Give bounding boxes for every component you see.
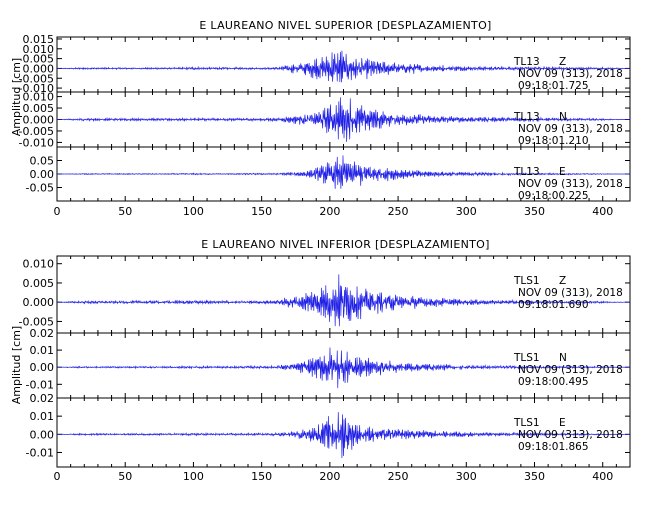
x-tick-label: 250 bbox=[388, 205, 409, 218]
x-tick-label: 300 bbox=[456, 205, 477, 218]
trace-TLS1-E bbox=[57, 412, 630, 459]
y-tick-label: 0.000 bbox=[23, 296, 55, 309]
x-tick-label: 400 bbox=[592, 205, 613, 218]
trace-TL13-N bbox=[57, 97, 631, 142]
y-tick-label: 0.02 bbox=[30, 392, 55, 405]
y-tick-label: 0.00 bbox=[30, 361, 55, 374]
x-tick-label: 400 bbox=[592, 470, 613, 483]
y-tick-label: 0.02 bbox=[30, 327, 55, 340]
x-tick-label: 350 bbox=[524, 205, 545, 218]
component-label: Z bbox=[559, 275, 566, 287]
x-tick-label: 50 bbox=[118, 205, 132, 218]
y-tick-label: 0.005 bbox=[23, 53, 55, 66]
station-label: TL13 bbox=[513, 166, 540, 178]
trace-TL13-E bbox=[57, 155, 630, 189]
trace-TLS1-Z bbox=[56, 274, 631, 327]
x-tick-label: 250 bbox=[388, 470, 409, 483]
y-tick-label: 0.01 bbox=[30, 410, 55, 423]
time-label: 09:18:01.865 bbox=[518, 441, 589, 453]
y-tick-label: -0.005 bbox=[19, 315, 54, 328]
date-label: NOV 09 (313), 2018 bbox=[518, 68, 623, 80]
x-tick-label: 100 bbox=[183, 205, 204, 218]
date-label: NOV 09 (313), 2018 bbox=[518, 123, 623, 135]
y-tick-label: -0.005 bbox=[19, 72, 54, 85]
figure-title: E LAUREANO NIVEL SUPERIOR [DESPLAZAMIENT… bbox=[199, 19, 491, 32]
time-label: 09:18:00.495 bbox=[518, 376, 589, 388]
x-tick-label: 300 bbox=[456, 470, 477, 483]
station-label: TLS1 bbox=[513, 275, 540, 287]
station-label: TLS1 bbox=[513, 417, 540, 429]
component-label: N bbox=[559, 111, 567, 123]
date-label: NOV 09 (313), 2018 bbox=[518, 429, 623, 441]
y-tick-label: 0.010 bbox=[23, 258, 55, 271]
figure-title: E LAUREANO NIVEL INFERIOR [DESPLAZAMIENT… bbox=[201, 238, 489, 251]
time-label: 09:18:01.690 bbox=[518, 299, 589, 311]
y-tick-label: 0.00 bbox=[30, 168, 55, 181]
y-tick-label: 0.05 bbox=[30, 155, 55, 168]
y-tick-label: 0.000 bbox=[23, 114, 55, 127]
x-tick-label: 200 bbox=[319, 470, 340, 483]
trace-TLS1-N bbox=[56, 347, 631, 389]
y-tick-label: 0.00 bbox=[30, 428, 55, 441]
x-tick-label: 0 bbox=[54, 205, 61, 218]
x-tick-label: 50 bbox=[118, 470, 132, 483]
x-tick-label: 150 bbox=[251, 470, 272, 483]
date-label: NOV 09 (313), 2018 bbox=[518, 178, 623, 190]
y-tick-label: 0.005 bbox=[23, 277, 55, 290]
y-tick-label: -0.01 bbox=[26, 446, 54, 459]
time-label: 09:18:01.210 bbox=[518, 135, 589, 147]
y-tick-label: 0.010 bbox=[23, 91, 55, 104]
station-label: TL13 bbox=[513, 56, 540, 68]
component-label: N bbox=[559, 352, 567, 364]
y-tick-label: -0.010 bbox=[19, 136, 54, 149]
component-label: E bbox=[559, 166, 566, 178]
y-tick-label: 0.010 bbox=[23, 43, 55, 56]
trace-TL13-Z bbox=[56, 50, 631, 83]
x-tick-label: 100 bbox=[183, 470, 204, 483]
y-tick-label: 0.000 bbox=[23, 62, 55, 75]
x-tick-label: 350 bbox=[524, 470, 545, 483]
component-label: E bbox=[559, 417, 566, 429]
x-tick-label: 150 bbox=[251, 205, 272, 218]
y-tick-label: -0.05 bbox=[26, 182, 54, 195]
component-label: Z bbox=[559, 56, 566, 68]
time-label: 09:18:01.725 bbox=[518, 80, 589, 92]
y-tick-label: 0.005 bbox=[23, 102, 55, 115]
station-label: TL13 bbox=[513, 111, 540, 123]
y-axis-label: Amplitud [cm] bbox=[10, 58, 23, 136]
time-label: 09:18:00.225 bbox=[518, 190, 589, 202]
y-tick-label: -0.005 bbox=[19, 125, 54, 138]
station-label: TLS1 bbox=[513, 352, 540, 364]
y-tick-label: 0.015 bbox=[23, 33, 55, 46]
date-label: NOV 09 (313), 2018 bbox=[518, 287, 623, 299]
x-tick-label: 0 bbox=[54, 470, 61, 483]
y-axis-label: Amplitud [cm] bbox=[10, 326, 23, 404]
date-label: NOV 09 (313), 2018 bbox=[518, 364, 623, 376]
y-tick-label: -0.010 bbox=[19, 82, 54, 95]
y-tick-label: 0.01 bbox=[30, 344, 55, 357]
x-tick-label: 200 bbox=[319, 205, 340, 218]
y-tick-label: -0.01 bbox=[26, 378, 54, 391]
